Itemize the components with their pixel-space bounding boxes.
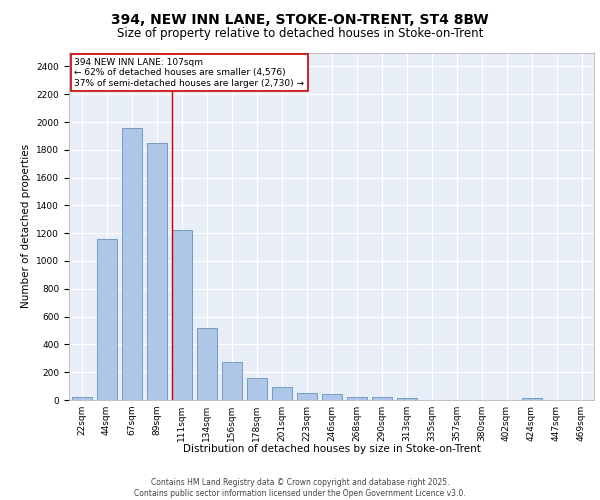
Text: Contains HM Land Registry data © Crown copyright and database right 2025.
Contai: Contains HM Land Registry data © Crown c… [134, 478, 466, 498]
Bar [521, 398, 542, 400]
Bar [197, 328, 217, 400]
Bar [271, 388, 292, 400]
Bar [172, 230, 191, 400]
Bar [97, 240, 116, 400]
Bar [296, 394, 317, 400]
Bar [347, 396, 367, 400]
Bar [322, 394, 341, 400]
Bar [397, 398, 416, 400]
Text: 394 NEW INN LANE: 107sqm
← 62% of detached houses are smaller (4,576)
37% of sem: 394 NEW INN LANE: 107sqm ← 62% of detach… [74, 58, 304, 88]
Bar [221, 362, 241, 400]
Y-axis label: Number of detached properties: Number of detached properties [21, 144, 31, 308]
Bar [146, 143, 167, 400]
Bar [371, 397, 392, 400]
Text: 394, NEW INN LANE, STOKE-ON-TRENT, ST4 8BW: 394, NEW INN LANE, STOKE-ON-TRENT, ST4 8… [111, 12, 489, 26]
Bar [247, 378, 266, 400]
Bar [121, 128, 142, 400]
X-axis label: Distribution of detached houses by size in Stoke-on-Trent: Distribution of detached houses by size … [182, 444, 481, 454]
Bar [71, 396, 91, 400]
Text: Size of property relative to detached houses in Stoke-on-Trent: Size of property relative to detached ho… [117, 28, 483, 40]
